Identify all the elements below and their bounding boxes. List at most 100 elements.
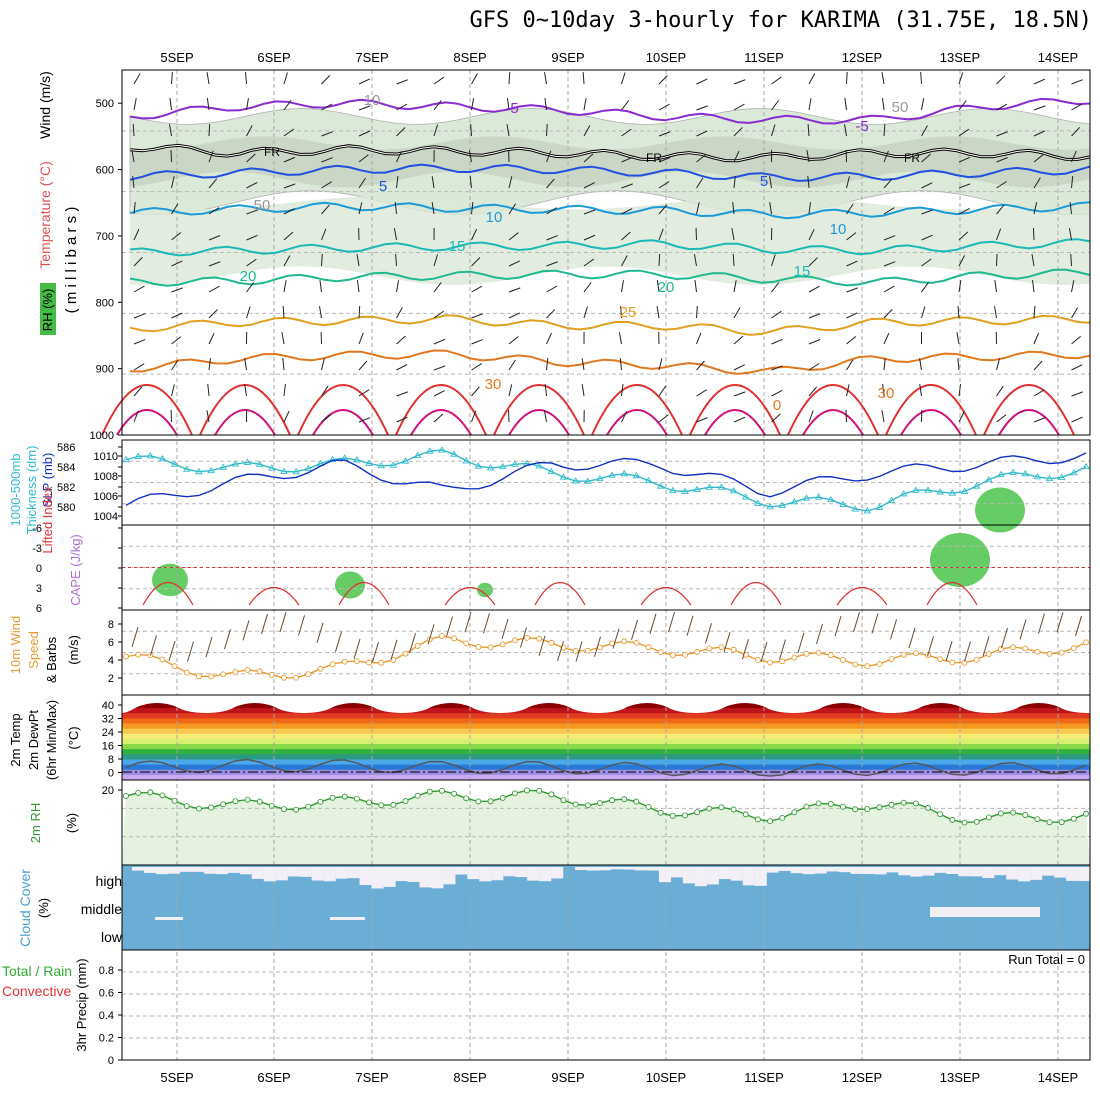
cloud-gap-high bbox=[599, 867, 612, 871]
wind10m-barb bbox=[427, 624, 435, 645]
wind10m-barb bbox=[742, 639, 749, 660]
wind-barb bbox=[133, 202, 136, 215]
wind10m-barb bbox=[1019, 619, 1027, 640]
rh-high-blob bbox=[477, 582, 493, 598]
cloud-gap-high bbox=[862, 867, 875, 875]
wind-barb bbox=[957, 358, 960, 371]
precip-legend-total: Total / Rain bbox=[2, 963, 72, 979]
wind-barb bbox=[356, 254, 360, 267]
thickness-series-point bbox=[887, 496, 896, 503]
wind-barb bbox=[171, 359, 179, 371]
thickness-series-point bbox=[972, 482, 981, 489]
wind-barb bbox=[619, 358, 622, 371]
date-label-top: 6SEP bbox=[257, 50, 290, 65]
wind-barb bbox=[921, 258, 932, 267]
cloud-gap-high bbox=[527, 867, 540, 881]
wind-barb bbox=[920, 71, 922, 85]
wind10m-barb bbox=[871, 613, 879, 634]
thickness-series-point bbox=[875, 503, 884, 510]
date-label-top: 14SEP bbox=[1038, 50, 1078, 65]
wind-barb bbox=[921, 182, 933, 189]
wind-barb bbox=[732, 202, 735, 215]
tick-label: 1000 bbox=[90, 430, 114, 442]
cloud-gap-high bbox=[203, 867, 216, 874]
tick-label: -3 bbox=[32, 543, 42, 555]
wind10m-series-point bbox=[366, 659, 372, 666]
wind-barb bbox=[696, 360, 705, 371]
tick-label: 2 bbox=[108, 673, 114, 685]
rh2m-series-point bbox=[1034, 816, 1041, 823]
date-label-bottom: 14SEP bbox=[1038, 1070, 1078, 1085]
thickness-series-point bbox=[912, 486, 920, 493]
wind-barb bbox=[471, 98, 475, 111]
thickness-series-point bbox=[620, 469, 629, 477]
cloud-gap-high bbox=[1030, 867, 1043, 880]
wind10m-barb bbox=[686, 615, 694, 636]
rh2m-series-point bbox=[1058, 819, 1065, 826]
wind-barb bbox=[171, 312, 183, 319]
rh2m-series-point bbox=[548, 791, 555, 798]
thickness-series-point bbox=[122, 455, 130, 463]
wind-barb bbox=[658, 75, 668, 85]
wind-barb bbox=[1033, 332, 1040, 345]
wind-barb bbox=[771, 76, 782, 85]
wind-barb bbox=[171, 336, 182, 345]
wind-barb bbox=[208, 178, 218, 189]
wind10m-series-point bbox=[864, 663, 871, 670]
rh2m-series-point bbox=[852, 806, 859, 813]
wind10m-barb bbox=[242, 620, 250, 641]
wind10m-barb bbox=[168, 640, 176, 662]
wind-barb bbox=[321, 103, 333, 111]
axis-label: Thickness (dm) bbox=[24, 446, 39, 535]
wind-barb bbox=[396, 150, 403, 163]
rh2m-series-point bbox=[451, 790, 458, 797]
wind-barb bbox=[471, 339, 483, 345]
wind-barb bbox=[471, 410, 477, 423]
cloud-gap-high bbox=[239, 867, 252, 875]
cloud-gap-high bbox=[467, 867, 480, 880]
wind-barb bbox=[131, 150, 135, 163]
temp-contour-40 bbox=[116, 409, 178, 436]
cloud-gap-high bbox=[1054, 867, 1067, 878]
thickness-series-point bbox=[547, 467, 556, 475]
wind-barb bbox=[996, 385, 1004, 397]
contour-label: 20 bbox=[240, 268, 257, 285]
contour-label: FR bbox=[646, 151, 662, 165]
tick-label: 500 bbox=[96, 98, 114, 110]
wind10m-barb bbox=[816, 623, 823, 645]
thickness-series-point bbox=[401, 457, 410, 464]
wind10m-series-point bbox=[341, 658, 348, 665]
cloud-gap-high bbox=[299, 867, 312, 877]
wind10m-series-point bbox=[1010, 644, 1017, 651]
rh2m-series-point bbox=[220, 801, 227, 808]
wind-barb bbox=[883, 123, 886, 137]
wind-barb bbox=[207, 384, 210, 397]
wind-barb bbox=[771, 124, 776, 137]
rh2m-series-point bbox=[1083, 810, 1089, 817]
wind-barb bbox=[471, 202, 474, 215]
rh2m-series-point bbox=[438, 787, 445, 794]
rh-legend-swatch bbox=[40, 283, 56, 335]
wind-barb bbox=[808, 257, 818, 267]
wind-barb bbox=[1071, 391, 1083, 397]
wind10m-series-point bbox=[694, 648, 701, 655]
wind-barb bbox=[244, 384, 247, 397]
cloud-gap-high bbox=[263, 867, 276, 882]
wind-barb bbox=[994, 306, 997, 319]
thickness-series-point bbox=[231, 460, 240, 467]
rh2m-series-point bbox=[317, 798, 324, 805]
wind-barb bbox=[396, 280, 400, 293]
thickness-series-point bbox=[559, 473, 568, 480]
rh2m-series-point bbox=[195, 805, 202, 812]
cloud-gap-high bbox=[682, 867, 695, 884]
thickness-series-point bbox=[207, 466, 215, 474]
rh2m-series-point bbox=[742, 811, 749, 818]
date-label-top: 13SEP bbox=[940, 50, 980, 65]
rh2m-series-point bbox=[147, 789, 154, 796]
thickness-series-point bbox=[304, 464, 313, 472]
wind-barb bbox=[508, 287, 521, 293]
wind10m-barb bbox=[1001, 627, 1008, 649]
wind-barb bbox=[433, 100, 442, 111]
wind-barb bbox=[508, 203, 516, 215]
rh2m-series-point bbox=[803, 803, 810, 810]
